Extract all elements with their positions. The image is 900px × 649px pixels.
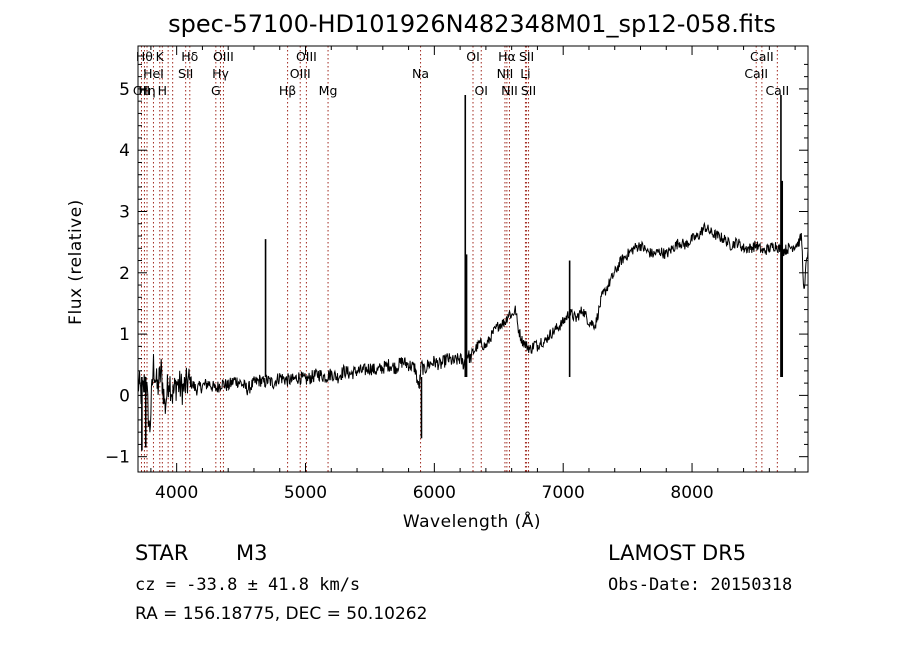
line-marker-label: OIII — [213, 49, 234, 64]
survey-name: LAMOST DR5 — [608, 541, 747, 565]
line-marker-label: CaII — [750, 49, 774, 64]
line-marker-label: NII — [501, 83, 518, 98]
line-marker-label: Hδ — [181, 49, 198, 64]
line-marker-label: Na — [412, 66, 429, 81]
line-marker-label: Li — [520, 66, 530, 81]
line-marker-label: SII — [519, 49, 534, 64]
y-tick-label: 1 — [119, 325, 130, 345]
line-markers — [140, 46, 778, 472]
line-marker-label: Hγ — [212, 66, 229, 81]
y-tick-label: 4 — [119, 141, 130, 161]
x-tick-label: 4000 — [155, 483, 198, 503]
y-tick-label: −1 — [105, 448, 130, 468]
line-marker-label: NII — [497, 66, 514, 81]
x-tick-label: 8000 — [670, 483, 713, 503]
obs-date: Obs-Date: 20150318 — [608, 575, 793, 595]
y-tick-label: 3 — [119, 202, 130, 222]
coordinates: RA = 156.18775, DEC = 50.10262 — [135, 604, 428, 624]
spectrum-line — [137, 221, 809, 433]
axes: 4000 5000 6000 7000 8000 −1 0 1 2 3 4 5 — [105, 45, 809, 503]
line-marker-label: OII — [133, 83, 150, 98]
line-marker-label: SII — [178, 66, 193, 81]
line-marker-label: HeI — [143, 66, 164, 81]
line-marker-label: OIII — [290, 66, 311, 81]
x-tick-label: 5000 — [284, 483, 327, 503]
line-marker-label: G — [211, 83, 221, 98]
line-marker-label: K — [156, 49, 165, 64]
object-subclass: M3 — [236, 541, 268, 565]
line-marker-label: OI — [474, 83, 488, 98]
line-marker-label: OIII — [296, 49, 317, 64]
line-marker-label: H — [158, 83, 167, 98]
redshift-readout: cz = -33.8 ± 41.8 km/s — [135, 575, 361, 595]
line-marker-label: CaII — [765, 83, 789, 98]
line-marker-label: OI — [466, 49, 480, 64]
line-marker-label: SII — [521, 83, 536, 98]
y-tick-label: 5 — [119, 80, 130, 100]
line-marker-label: Hβ — [279, 83, 296, 98]
y-tick-label: 0 — [119, 386, 130, 406]
x-axis-label: Wavelength (Å) — [403, 510, 541, 532]
y-tick-label: 2 — [119, 264, 130, 284]
plot-frame — [137, 45, 809, 473]
line-labels: OII Hθ Hη HeI K H SII Hδ G Hγ OIII Hβ OIII OIII Mg Na OI… — [133, 49, 789, 98]
line-marker-label: CaII — [744, 66, 768, 81]
line-marker-label: Mg — [319, 83, 338, 98]
y-axis-label: Flux (relative) — [66, 199, 86, 325]
x-tick-label: 6000 — [413, 483, 456, 503]
line-marker-label: Hθ — [136, 49, 153, 64]
line-marker-label: Hα — [498, 49, 516, 64]
chart-title: spec-57100-HD101926N482348M01_sp12-058.f… — [168, 10, 776, 38]
line-marker-label: Hη — [138, 83, 155, 98]
x-tick-label: 7000 — [542, 483, 585, 503]
object-class: STAR — [135, 541, 189, 565]
spectrum-series — [137, 95, 809, 451]
